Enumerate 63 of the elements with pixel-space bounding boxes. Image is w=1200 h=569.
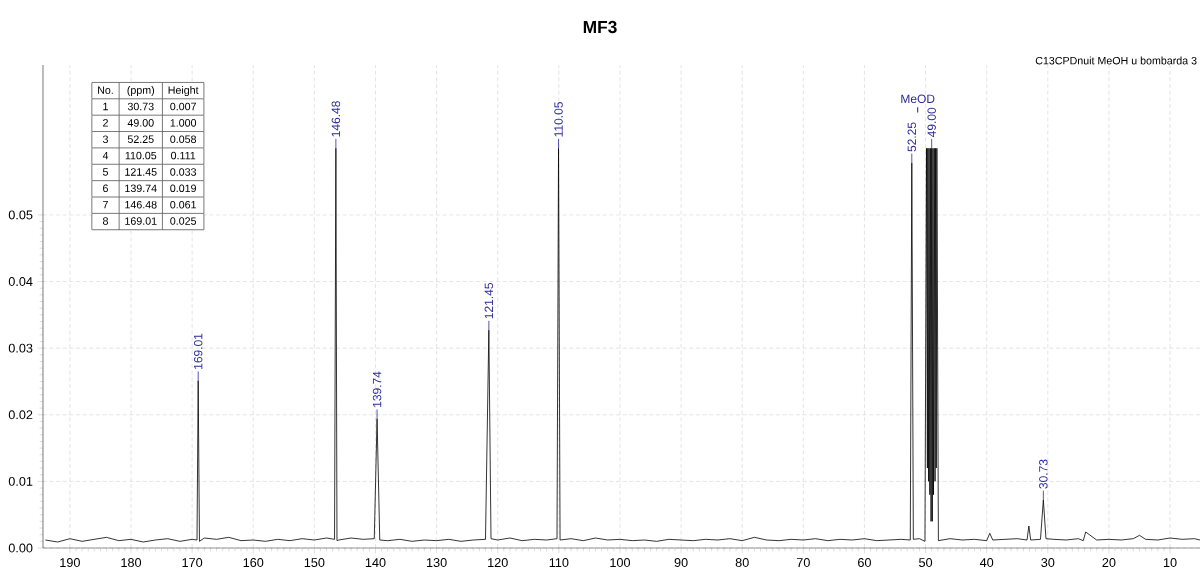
annotation: 110.05 (125, 151, 157, 160)
x-tick-label: 80 (735, 558, 749, 568)
annotation: 121.45 (125, 168, 157, 176)
y-tick-label: 0.04 (8, 277, 33, 287)
annotation: 8 (102, 217, 108, 225)
annotation: 5 (102, 168, 108, 176)
x-tick-label: 160 (243, 558, 264, 568)
annotation: 52.25 (127, 135, 154, 143)
annotation: 110.05 (554, 102, 563, 137)
x-tick-label: 110 (549, 558, 569, 568)
annotation: 146.48 (331, 101, 341, 137)
annotation: 0.007 (170, 102, 196, 111)
x-tick-label: 100 (610, 558, 631, 568)
x-tick-label: 170 (182, 558, 203, 568)
y-tick-label: 0.05 (8, 210, 33, 220)
x-tick-label: 20 (1102, 558, 1116, 568)
annotation: 146.48 (125, 200, 157, 209)
annotation: 30.73 (127, 102, 154, 111)
annotation: 0.025 (170, 217, 197, 225)
annotation: No. (98, 86, 113, 94)
annotation: 1.000 (170, 119, 197, 127)
annotation: 121.45 (484, 283, 494, 319)
annotation: 49.00 (127, 119, 154, 127)
x-tick-label: 130 (427, 558, 447, 568)
x-tick-label: 70 (796, 558, 810, 568)
annotation: 169.01 (193, 333, 203, 369)
x-tick-label: 150 (304, 558, 325, 568)
annotation: 30.73 (1039, 459, 1048, 489)
annotation: 4 (102, 151, 109, 160)
annotation: 52.25 (907, 122, 917, 152)
y-tick-label: 0.00 (8, 543, 33, 553)
x-tick-label: 90 (674, 558, 688, 568)
chart-subtitle: C13CPDnuit MeOH u bombarda 3 (1035, 56, 1197, 65)
x-tick-label: 190 (60, 558, 80, 568)
annotation: Height (168, 86, 199, 97)
y-tick-label: 0.02 (8, 410, 33, 420)
annotation: 6 (103, 184, 108, 193)
x-tick-label: 50 (919, 558, 933, 568)
x-tick-label: 60 (858, 558, 871, 568)
annotation: 7 (103, 201, 108, 209)
annotation: 139.74 (125, 184, 157, 193)
annotation: 0.058 (170, 135, 197, 143)
annotation: 0.033 (170, 168, 197, 176)
annotation: 0.061 (170, 200, 196, 209)
x-tick-label: 140 (365, 558, 386, 568)
annotation: 0.111 (171, 151, 196, 160)
y-tick-label: 0.01 (8, 476, 33, 486)
y-tick-label: 0.03 (8, 343, 33, 353)
annotation: 0.019 (170, 184, 196, 193)
x-tick-label: 30 (1041, 558, 1055, 568)
annotation: 139.74 (372, 371, 382, 407)
x-tick-label: 120 (488, 558, 508, 568)
annotation: 169.01 (125, 217, 157, 225)
x-tick-label: 10 (1163, 558, 1177, 568)
annotation: 49.00 (927, 107, 936, 138)
x-tick-label: 40 (979, 558, 994, 568)
x-tick-label: 180 (121, 558, 142, 568)
annotation: (ppm) (127, 86, 155, 97)
annotation: 1 (103, 102, 108, 111)
chart-title: MF3 (583, 20, 617, 34)
annotation: MeOD (901, 94, 935, 104)
annotation: 3 (102, 135, 108, 143)
annotation: 2 (103, 119, 108, 127)
